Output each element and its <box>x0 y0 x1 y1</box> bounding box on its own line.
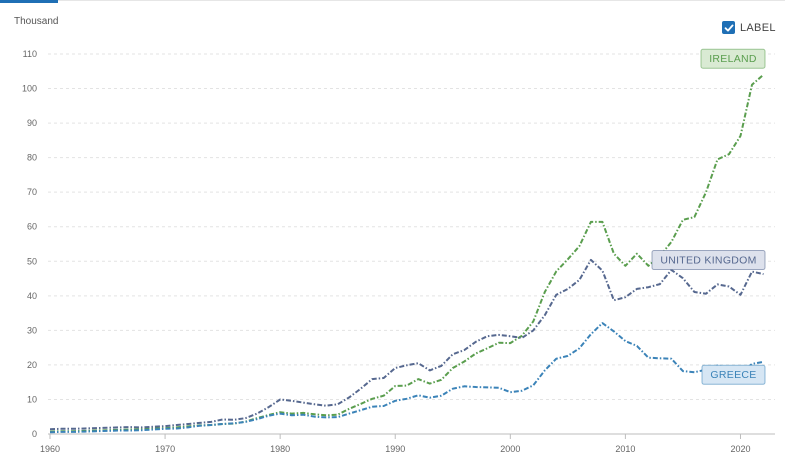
top-divider <box>0 0 785 1</box>
y-tick-label: 10 <box>27 394 37 404</box>
y-tick-label: 90 <box>27 118 37 128</box>
y-tick-label: 80 <box>27 153 37 163</box>
y-tick-label: 0 <box>32 429 37 439</box>
series-lines <box>49 73 765 434</box>
series-label-greece: GREECE <box>701 364 766 385</box>
label-toggle-text: LABEL <box>740 21 776 34</box>
y-axis-unit-label: Thousand <box>14 16 59 27</box>
series-labels: IRELAND UNITED KINGDOM GREECE <box>651 48 766 385</box>
label-toggle[interactable]: LABEL <box>722 21 776 34</box>
y-tick-label: 60 <box>27 222 37 232</box>
y-tick-label: 20 <box>27 360 37 370</box>
y-tick-label: 110 <box>23 49 37 59</box>
svg-text:IRELAND: IRELAND <box>709 53 757 65</box>
x-tick-label: 1970 <box>155 444 175 454</box>
x-tick-label: 1980 <box>270 444 290 454</box>
x-tick-label: 2020 <box>730 444 750 454</box>
svg-text:UNITED KINGDOM: UNITED KINGDOM <box>660 254 756 266</box>
x-tick-label: 1960 <box>40 444 60 454</box>
series-label-ireland: IRELAND <box>700 48 766 69</box>
y-tick-label: 30 <box>27 325 37 335</box>
y-tick-label: 100 <box>22 84 37 94</box>
y-tick-label: 40 <box>27 291 37 301</box>
series-line-united-kingdom[interactable] <box>49 258 764 431</box>
x-tick-label: 2000 <box>500 444 520 454</box>
y-tick-label: 70 <box>27 187 37 197</box>
svg-text:GREECE: GREECE <box>710 369 756 381</box>
x-tick-label: 2010 <box>615 444 635 454</box>
gridlines <box>48 53 775 400</box>
checkmark-icon <box>724 24 733 31</box>
x-tick-label: 1990 <box>385 444 405 454</box>
y-tick-label: 50 <box>27 256 37 266</box>
series-line-greece[interactable] <box>49 322 764 434</box>
axes: 0 10 20 30 40 50 60 70 80 90 100 110 1960 1970 1980 199… <box>22 49 775 454</box>
series-label-united-kingdom: UNITED KINGDOM <box>651 250 766 271</box>
active-tab-indicator <box>0 0 58 3</box>
label-checkbox[interactable] <box>722 21 735 34</box>
